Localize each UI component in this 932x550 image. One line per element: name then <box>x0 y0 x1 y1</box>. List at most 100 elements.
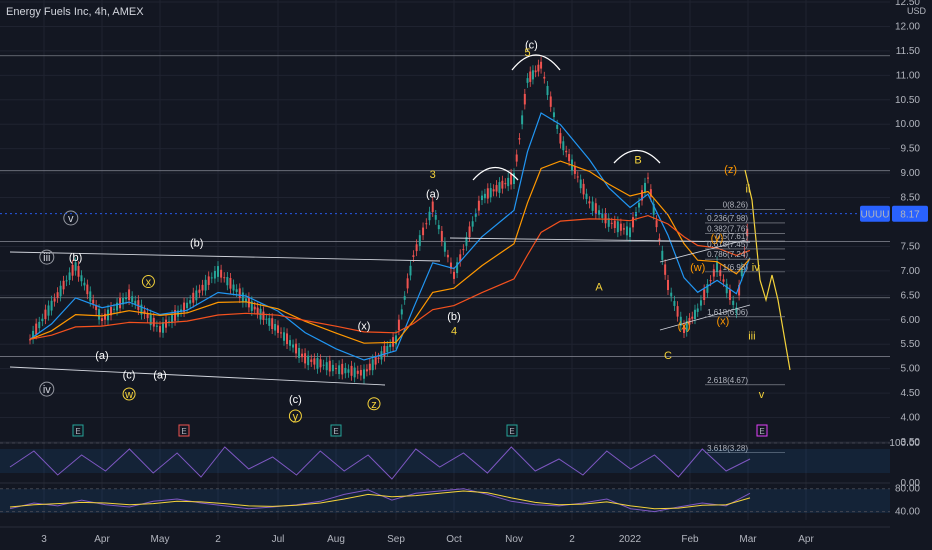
candle-body <box>292 344 295 348</box>
candles <box>29 56 749 384</box>
wave-label: 3 <box>430 169 436 181</box>
candle-body <box>691 316 694 319</box>
candle-body <box>696 308 699 312</box>
earnings-marker-label: E <box>759 427 764 436</box>
candle-body <box>298 347 301 358</box>
candle-body <box>125 297 128 300</box>
candle-body <box>253 306 256 310</box>
candle-body <box>301 353 304 358</box>
wave-label: (y) <box>711 233 724 245</box>
time-tick: Mar <box>739 534 757 545</box>
candle-body <box>543 76 546 79</box>
pane-tick: 80.00 <box>895 484 920 495</box>
candle-body <box>471 221 474 227</box>
candle-body <box>437 225 440 230</box>
candle-body <box>377 357 380 359</box>
candle-body <box>335 368 337 370</box>
wave-label: (b) <box>447 311 460 323</box>
candle-body <box>629 227 631 238</box>
time-tick: Nov <box>505 534 523 545</box>
wave-label: (a) <box>153 369 166 381</box>
candle-body <box>495 185 498 192</box>
candle-body <box>74 262 77 271</box>
candle-body <box>365 369 368 372</box>
price-tick: 6.50 <box>901 290 921 301</box>
candle-body <box>585 193 588 200</box>
candle-body <box>683 325 685 334</box>
candle-body <box>289 340 292 346</box>
candle-body <box>328 360 331 372</box>
candle-body <box>271 318 274 330</box>
candle-body <box>235 289 238 292</box>
candle-body <box>425 223 428 225</box>
candle-body <box>661 250 664 260</box>
candle-body <box>552 112 555 118</box>
candle-body <box>562 141 565 151</box>
trend-line <box>9 366 386 386</box>
candle-body <box>719 269 722 277</box>
candle-body <box>198 289 201 293</box>
candle-body <box>116 302 119 311</box>
wave-label: 4 <box>451 325 457 337</box>
top-arc <box>511 54 561 71</box>
candle-body <box>92 299 95 304</box>
candle-body <box>638 202 640 208</box>
candle-body <box>165 319 168 328</box>
candle-body <box>128 289 131 301</box>
price-tick: 8.50 <box>901 193 921 204</box>
candle-body <box>359 369 362 376</box>
price-tick: 5.50 <box>901 339 921 350</box>
candle-body <box>110 307 113 316</box>
candle-body <box>35 323 38 335</box>
candle-body <box>481 195 483 201</box>
time-tick: Apr <box>798 534 814 545</box>
candle-body <box>453 271 455 279</box>
wave-label: ii <box>746 184 751 196</box>
time-tick: 3 <box>41 534 47 545</box>
candle-body <box>313 358 316 365</box>
trend-line <box>659 239 746 263</box>
candle-body <box>664 264 667 275</box>
candle-body <box>62 280 65 290</box>
candle-body <box>95 305 98 311</box>
last-price-label: 8.17 <box>900 210 920 221</box>
candle-body <box>573 166 576 174</box>
candle-body <box>540 61 543 69</box>
candle-body <box>728 289 731 300</box>
candle-body <box>83 282 86 286</box>
candle-body <box>546 85 549 96</box>
candle-body <box>341 363 344 375</box>
wave-label: (b) <box>69 252 82 264</box>
candle-body <box>162 322 165 333</box>
time-tick: May <box>151 534 170 545</box>
candle-body <box>667 279 669 291</box>
wave-label: (a) <box>426 189 439 201</box>
candle-body <box>159 326 161 333</box>
candle-body <box>465 237 468 246</box>
candle-body <box>38 321 41 329</box>
earnings-marker-label: E <box>509 427 514 436</box>
candle-body <box>474 213 477 217</box>
symbol-tag <box>860 205 890 222</box>
price-tick: 9.50 <box>901 144 921 155</box>
candle-body <box>518 138 521 140</box>
candle-body <box>65 280 68 282</box>
candle-body <box>262 311 265 320</box>
candle-body <box>338 365 341 375</box>
candle-body <box>670 292 673 297</box>
candle-body <box>428 211 431 221</box>
candle-body <box>504 183 507 185</box>
candle-body <box>582 183 585 195</box>
oscillator-line <box>9 490 751 510</box>
candle-body <box>607 218 610 227</box>
candle-body <box>71 264 74 276</box>
price-tick: 4.50 <box>901 388 921 399</box>
stoch-pane: 100.00 0.00 <box>0 438 920 489</box>
price-tick: 9.00 <box>901 168 921 179</box>
candle-body <box>510 173 513 185</box>
candle-body <box>268 318 271 326</box>
earnings-marker <box>330 424 342 437</box>
candle-body <box>226 276 229 286</box>
candle-body <box>283 332 286 341</box>
